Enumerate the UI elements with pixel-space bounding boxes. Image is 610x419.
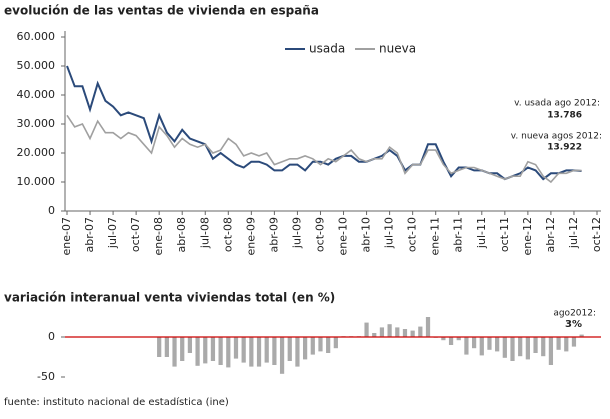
y-tick-label: 10.000 [17, 175, 56, 188]
x-tick-label: jul-10 [383, 217, 396, 249]
annotation: v. usada ago 2012: [514, 99, 600, 109]
x-tick-label: jul-08 [198, 217, 211, 249]
bar [579, 334, 584, 337]
bar [395, 327, 400, 337]
x-tick-label: jul-07 [106, 217, 119, 249]
annotation: 3% [565, 319, 582, 330]
bar [364, 322, 369, 337]
bar [471, 337, 477, 349]
bar [418, 326, 423, 337]
legend-label: nueva [379, 42, 416, 56]
bar [218, 337, 223, 365]
bar [441, 337, 446, 341]
y-tick-label: 30.000 [17, 117, 56, 130]
bar [548, 337, 554, 365]
x-tick-label: oct-12 [590, 217, 603, 252]
bar [180, 337, 185, 361]
y-tick-label: 20.000 [17, 146, 56, 159]
bar [402, 329, 408, 337]
bar [556, 337, 561, 350]
annotation: 13.922 [547, 143, 582, 153]
x-tick-label: abr-07 [83, 217, 96, 253]
bar [387, 324, 392, 337]
bar [533, 337, 538, 353]
bar [226, 337, 231, 368]
bar [525, 337, 530, 360]
bar [326, 337, 331, 353]
bar [157, 337, 162, 357]
y-tick-label: 60.000 [17, 30, 56, 43]
line-series [66, 114, 582, 184]
x-tick-label: oct-11 [498, 217, 511, 252]
line-series [66, 65, 582, 181]
x-tick-label: abr-09 [267, 217, 280, 253]
bar [410, 330, 415, 337]
x-tick-label: oct-10 [406, 217, 419, 252]
bar [479, 337, 484, 356]
x-tick-label: ene-11 [429, 217, 442, 255]
x-tick-label: ene-07 [60, 217, 73, 255]
x-tick-label: jul-12 [567, 217, 580, 249]
x-tick-label: jul-09 [290, 217, 303, 249]
y-tick-label: 0 [48, 330, 55, 343]
bar [172, 337, 177, 367]
bar [195, 337, 200, 366]
x-tick-label: abr-12 [544, 217, 557, 253]
bar [264, 337, 269, 363]
bar [303, 337, 308, 360]
bar [272, 337, 277, 365]
bar [456, 337, 461, 341]
bar [203, 337, 208, 364]
x-tick-label: jul-11 [475, 217, 488, 249]
bar [233, 337, 239, 359]
source: fuente: instituto nacional de estadístic… [4, 396, 229, 408]
bar [502, 337, 507, 358]
x-tick-label: abr-08 [175, 217, 188, 253]
bar [448, 337, 454, 345]
bar [318, 337, 323, 352]
legend-label: usada [309, 42, 345, 56]
bar [249, 337, 254, 367]
x-tick-label: ene-10 [337, 217, 350, 255]
bar [241, 337, 246, 363]
bar [518, 337, 523, 357]
y-tick-label: 0 [48, 204, 55, 217]
y-tick-label: -50 [37, 370, 55, 383]
bar [425, 317, 431, 337]
annotation: v. nueva agos 2012: [511, 132, 602, 142]
x-tick-label: oct-08 [221, 217, 234, 252]
x-tick-label: oct-07 [129, 217, 142, 252]
bar [333, 337, 338, 349]
x-tick-label: abr-11 [452, 217, 465, 253]
bar [510, 337, 515, 361]
bar [287, 337, 292, 361]
bar [187, 337, 193, 353]
bar [487, 337, 492, 350]
bar [464, 337, 469, 355]
chart-title: variación interanual venta viviendas tot… [4, 291, 335, 305]
bar [571, 337, 577, 347]
y-tick-label: 50.000 [17, 59, 56, 72]
bar [164, 337, 169, 357]
bar [372, 333, 377, 337]
x-tick-label: oct-09 [313, 217, 326, 252]
bar [295, 337, 300, 367]
bar [495, 337, 500, 352]
bar [541, 337, 546, 357]
chart-title: evolución de las ventas de vivienda en e… [4, 4, 319, 18]
bar [279, 337, 285, 374]
bar [564, 337, 569, 352]
y-tick-label: 40.000 [17, 88, 56, 101]
bar [256, 337, 262, 367]
x-tick-label: ene-08 [152, 217, 165, 255]
x-tick-label: ene-12 [521, 217, 534, 255]
x-tick-label: ene-09 [244, 217, 257, 255]
x-tick-label: abr-10 [360, 217, 373, 253]
bar [210, 337, 216, 361]
annotation: 13.786 [547, 111, 582, 121]
bar [310, 337, 315, 355]
bar [379, 327, 385, 337]
annotation: ago2012: [553, 309, 596, 319]
